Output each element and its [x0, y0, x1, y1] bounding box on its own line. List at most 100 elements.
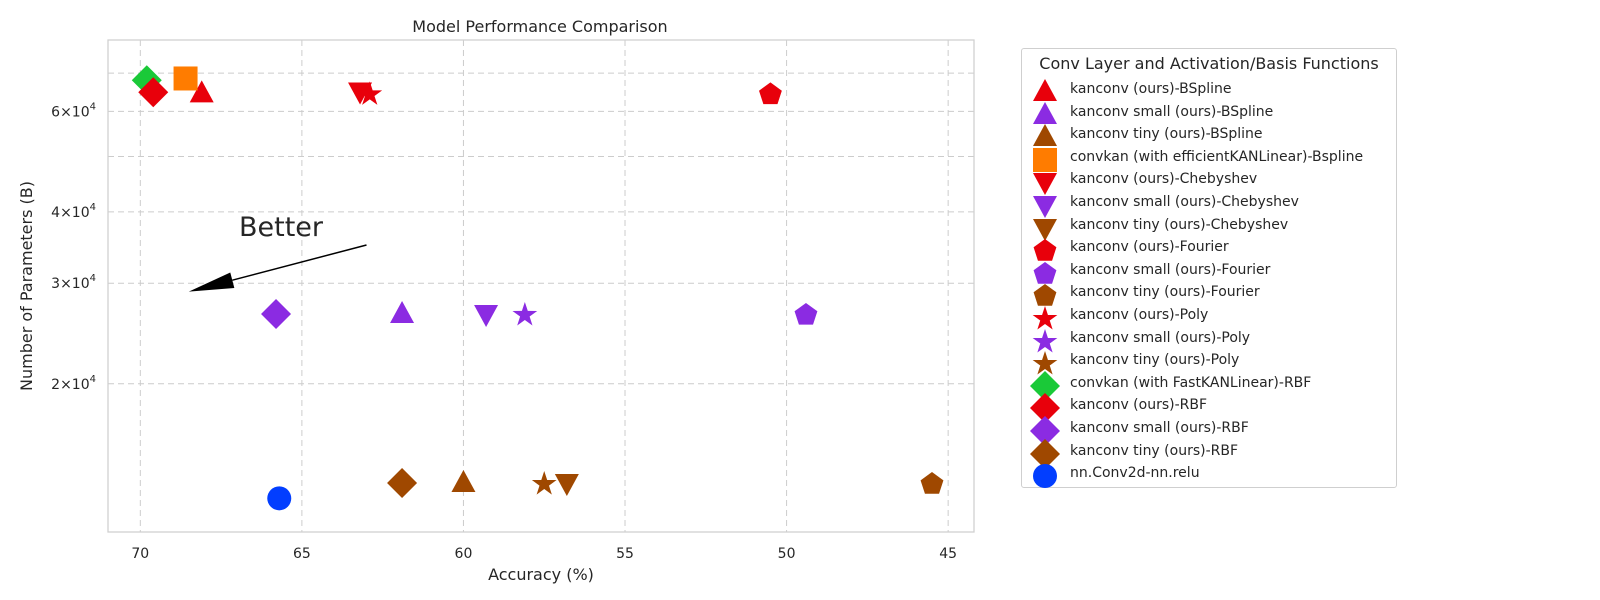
legend-label-8: kanconv small (ours)-Fourier	[1070, 261, 1271, 278]
legend-marker-shape-16	[1030, 438, 1060, 469]
legend-item-0: kanconv (ours)-BSpline	[1022, 79, 1392, 101]
legend-label-2: kanconv tiny (ours)-BSpline	[1070, 126, 1263, 143]
legend-marker-shape-7	[1033, 239, 1057, 261]
legend-marker-1	[1033, 101, 1057, 124]
legend-title: Conv Layer and Activation/Basis Function…	[1039, 54, 1379, 73]
legend-marker-14	[1030, 393, 1060, 424]
legend-marker-shape-11	[1032, 328, 1058, 353]
x-tick-labels: 70 65 60 55 50 45	[131, 546, 957, 562]
point-circle-17-0	[267, 486, 292, 511]
legend-marker-shape-9	[1033, 284, 1057, 307]
legend-marker-shape-10	[1032, 306, 1058, 330]
point-pentagon-8-0	[794, 302, 818, 325]
point-square-3-0	[173, 66, 198, 91]
legend-item-16: kanconv tiny (ours)-RBF	[1022, 438, 1392, 469]
legend-item-6: kanconv tiny (ours)-Chebyshev	[1022, 215, 1392, 241]
legend-marker-4	[1033, 173, 1057, 196]
legend-label-11: kanconv small (ours)-Poly	[1070, 329, 1251, 346]
legend-item-5: kanconv small (ours)-Chebyshev	[1022, 192, 1392, 218]
legend-label-15: kanconv small (ours)-RBF	[1070, 420, 1249, 436]
point-triangle-down-6-0	[554, 474, 579, 497]
legend-marker-shape-8	[1033, 261, 1057, 284]
legend-label-4: kanconv (ours)-Chebyshev	[1070, 171, 1258, 188]
legend-item-11: kanconv small (ours)-Poly	[1022, 328, 1392, 353]
legend-marker-shape-2	[1033, 124, 1057, 147]
legend-marker-5	[1033, 196, 1057, 218]
y-tick-label-3: 6×104	[51, 101, 96, 120]
legend-marker-shape-17	[1033, 464, 1057, 489]
legend-marker-shape-4	[1033, 173, 1057, 196]
point-triangle-up-1-0	[390, 300, 415, 323]
point-triangle-up-2-0	[451, 470, 476, 493]
x-tick-label-3: 55	[616, 546, 634, 562]
legend-label-7: kanconv (ours)-Fourier	[1070, 239, 1229, 256]
annotation-text: Better	[239, 212, 324, 243]
legend-marker-6	[1033, 218, 1057, 241]
point-triangle-up-0-0	[189, 80, 214, 103]
legend-label-17: nn.Conv2d-nn.relu	[1070, 465, 1200, 482]
legend-item-12: kanconv tiny (ours)-Poly	[1022, 350, 1392, 375]
legend-item-10: kanconv (ours)-Poly	[1022, 305, 1392, 330]
legend-marker-shape-13	[1030, 370, 1060, 401]
legend-label-6: kanconv tiny (ours)-Chebyshev	[1070, 216, 1289, 233]
legend-label-5: kanconv small (ours)-Chebyshev	[1070, 194, 1299, 210]
legend-item-15: kanconv small (ours)-RBF	[1022, 416, 1392, 446]
legend-marker-7	[1033, 239, 1057, 261]
x-tick-label-1: 65	[293, 546, 311, 562]
legend-label-16: kanconv tiny (ours)-RBF	[1070, 442, 1239, 459]
legend-marker-10	[1032, 306, 1058, 330]
legend-item-8: kanconv small (ours)-Fourier	[1022, 260, 1392, 284]
legend-label-1: kanconv small (ours)-BSpline	[1070, 103, 1274, 120]
x-tick-label-0: 70	[131, 546, 149, 562]
legend-label-13: convkan (with FastKANLinear)-RBF	[1070, 374, 1312, 391]
legend-item-3: convkan (with efficientKANLinear)-Bsplin…	[1022, 147, 1392, 172]
legend-item-14: kanconv (ours)-RBF	[1022, 393, 1392, 424]
legend-marker-0	[1033, 79, 1057, 101]
annotation-arrow-head	[188, 272, 235, 292]
legend-marker-shape-1	[1033, 101, 1057, 124]
x-tick-label-4: 50	[778, 546, 796, 562]
legend-marker-16	[1030, 438, 1060, 469]
point-star-10-0	[357, 81, 383, 105]
legend-label-9: kanconv tiny (ours)-Fourier	[1070, 284, 1260, 301]
legend-marker-8	[1033, 261, 1057, 284]
point-pentagon-9-0	[920, 472, 944, 494]
plot-area-frame	[107, 39, 975, 533]
point-triangle-down-4-0	[348, 82, 373, 105]
legend-item-17: nn.Conv2d-nn.relu	[1022, 463, 1392, 489]
legend-marker-15	[1030, 416, 1060, 446]
better-annotation: Better	[188, 212, 367, 292]
legend-marker-shape-0	[1033, 79, 1057, 101]
legend-marker-shape-14	[1030, 393, 1060, 424]
legend-item-1: kanconv small (ours)-BSpline	[1022, 101, 1392, 124]
y-tick-label-2: 4×104	[51, 202, 96, 221]
point-diamond-14-0	[138, 77, 169, 108]
legend-marker-shape-15	[1030, 416, 1060, 446]
chart-title: Model Performance Comparison	[412, 17, 667, 36]
legend-marker-13	[1030, 370, 1060, 401]
legend-item-9: kanconv tiny (ours)-Fourier	[1022, 282, 1392, 307]
point-triangle-down-5-0	[474, 304, 499, 327]
legend-marker-11	[1032, 328, 1058, 353]
point-diamond-16-0	[387, 468, 418, 499]
legend-marker-shape-3	[1033, 147, 1057, 172]
x-tick-label-5: 45	[939, 546, 957, 562]
legend-marker-shape-6	[1033, 218, 1057, 241]
point-diamond-15-0	[261, 298, 292, 329]
legend-marker-9	[1033, 284, 1057, 307]
legend-item-4: kanconv (ours)-Chebyshev	[1022, 169, 1392, 196]
x-tick-label-2: 60	[455, 546, 473, 562]
legend-marker-shape-5	[1033, 196, 1057, 218]
legend-label-14: kanconv (ours)-RBF	[1070, 397, 1208, 414]
y-tick-labels: 2×104 3×104 4×104 6×104	[51, 101, 96, 392]
legend-label-3: convkan (with efficientKANLinear)-Bsplin…	[1070, 148, 1364, 165]
legend-item-13: convkan (with FastKANLinear)-RBF	[1022, 370, 1392, 401]
y-tick-label-1: 3×104	[51, 273, 96, 292]
legend-item-2: kanconv tiny (ours)-BSpline	[1022, 124, 1392, 147]
point-star-12-0	[531, 471, 557, 495]
y-tick-label-0: 2×104	[51, 374, 96, 393]
x-axis-label: Accuracy (%)	[488, 565, 594, 584]
legend-marker-shape-12	[1032, 351, 1058, 375]
scatter-chart: Model Performance Comparison 70 65 60 55 50 4…	[17, 17, 975, 584]
legend-marker-2	[1033, 124, 1057, 147]
